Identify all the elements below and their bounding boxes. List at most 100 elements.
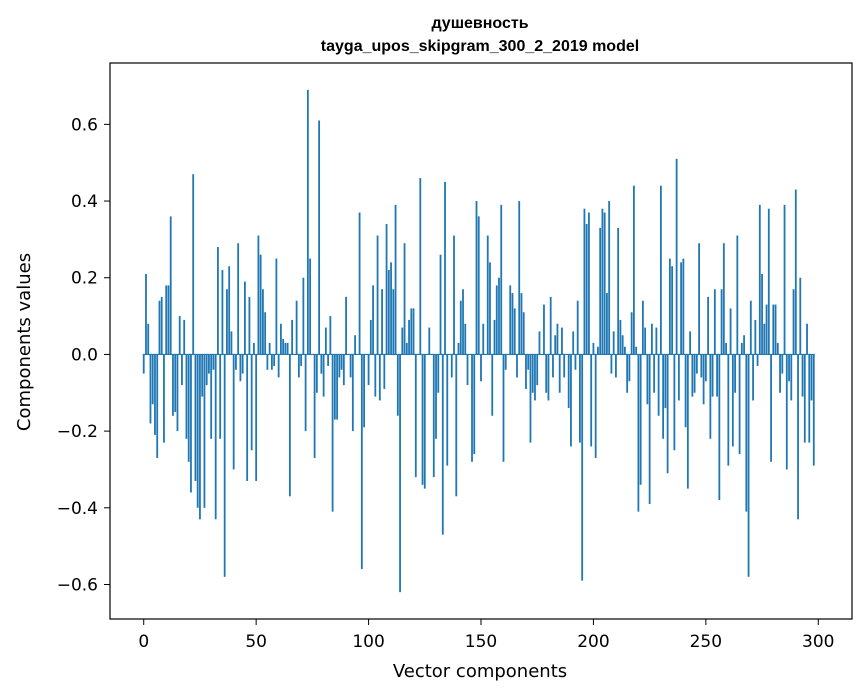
bar-119 <box>410 308 413 355</box>
bar-52 <box>259 254 262 355</box>
bar-186 <box>561 327 563 355</box>
bar-27 <box>203 354 206 508</box>
bar-134 <box>444 181 446 355</box>
bar-65 <box>288 354 291 497</box>
bar-118 <box>408 319 410 355</box>
bar-33 <box>217 247 219 355</box>
bar-172 <box>529 354 532 443</box>
bar-15 <box>176 354 179 432</box>
bar-107 <box>383 354 386 389</box>
bar-77 <box>315 354 318 393</box>
bar-206 <box>606 293 608 355</box>
bar-46 <box>246 354 249 481</box>
bar-68 <box>295 300 298 355</box>
bar-179 <box>545 354 548 393</box>
bar-231 <box>662 354 665 439</box>
bar-34 <box>219 354 222 439</box>
bar-108 <box>385 224 388 355</box>
bar-273 <box>756 354 759 366</box>
bar-18 <box>183 319 186 355</box>
bar-20 <box>187 354 190 462</box>
bar-138 <box>453 235 455 355</box>
bar-217 <box>630 312 633 355</box>
bar-239 <box>680 262 683 355</box>
bar-235 <box>671 266 674 355</box>
bar-86 <box>336 354 338 420</box>
bar-47 <box>248 296 251 355</box>
bar-279 <box>770 354 772 462</box>
bar-169 <box>522 312 525 355</box>
bar-164 <box>511 293 514 355</box>
bar-295 <box>806 323 808 355</box>
bar-135 <box>446 354 449 466</box>
bar-54 <box>264 312 267 355</box>
bar-189 <box>567 354 570 409</box>
bar-221 <box>639 354 642 485</box>
bar-291 <box>797 354 799 520</box>
bar-211 <box>617 227 620 355</box>
bar-204 <box>601 208 604 355</box>
bar-157 <box>495 285 498 355</box>
bar-161 <box>504 354 507 370</box>
bar-43 <box>239 354 242 382</box>
bar-104 <box>376 235 379 355</box>
bar-76 <box>313 354 316 458</box>
bar-39 <box>230 331 233 355</box>
bar-289 <box>792 289 795 355</box>
bar-37 <box>226 289 228 355</box>
bar-149 <box>477 216 480 355</box>
bar-45 <box>244 281 246 355</box>
bar-28 <box>205 354 208 386</box>
bar-25 <box>199 354 201 520</box>
bar-70 <box>300 354 303 366</box>
bar-88 <box>340 354 343 370</box>
bar-41 <box>235 354 237 370</box>
bar-215 <box>626 354 629 393</box>
bar-292 <box>799 277 802 355</box>
bar-58 <box>273 354 276 366</box>
bar-241 <box>684 354 687 428</box>
bar-124 <box>421 354 424 485</box>
bar-30 <box>210 354 213 439</box>
bar-96 <box>358 212 361 355</box>
bar-22 <box>192 174 195 355</box>
bar-198 <box>588 212 590 355</box>
bar-100 <box>367 354 370 386</box>
y-axis-label: Components values <box>14 253 35 431</box>
bar-173 <box>531 354 534 393</box>
bar-194 <box>579 354 581 443</box>
bar-193 <box>576 300 579 355</box>
bar-102 <box>372 285 374 355</box>
bar-141 <box>459 300 462 355</box>
bar-4 <box>151 354 154 405</box>
bar-226 <box>650 323 653 355</box>
bar-6 <box>156 354 159 458</box>
bar-98 <box>363 354 365 428</box>
y-tick-label: −0.6 <box>57 575 98 595</box>
bar-178 <box>543 304 545 355</box>
bar-171 <box>527 354 530 370</box>
bar-10 <box>165 285 168 355</box>
bar-268 <box>745 354 748 512</box>
bar-192 <box>574 354 577 370</box>
bar-265 <box>738 354 741 455</box>
bar-133 <box>441 354 444 535</box>
bar-216 <box>628 354 631 382</box>
bar-56 <box>268 342 271 355</box>
bar-240 <box>682 258 685 355</box>
bar-277 <box>765 304 768 355</box>
bar-74 <box>309 258 312 355</box>
bar-36 <box>223 354 226 577</box>
bar-62 <box>282 339 285 355</box>
bar-163 <box>509 285 512 355</box>
bar-213 <box>621 335 624 355</box>
bar-170 <box>525 354 527 389</box>
bar-109 <box>387 270 390 355</box>
y-tick-label: 0.6 <box>71 115 98 135</box>
y-tick-label: 0.2 <box>71 269 98 289</box>
bar-293 <box>801 354 804 397</box>
bar-130 <box>435 354 437 439</box>
bar-154 <box>489 262 491 355</box>
bar-89 <box>342 354 345 386</box>
